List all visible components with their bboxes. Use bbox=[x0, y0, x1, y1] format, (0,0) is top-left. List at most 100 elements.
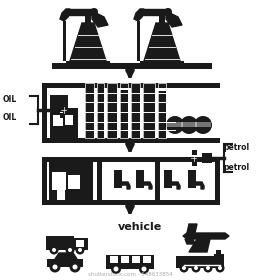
Bar bbox=[47, 259, 83, 267]
Bar bbox=[159, 13, 165, 25]
Circle shape bbox=[141, 267, 146, 272]
Polygon shape bbox=[196, 182, 204, 189]
Bar bbox=[86, 9, 90, 17]
Bar bbox=[42, 157, 47, 205]
Bar bbox=[110, 256, 118, 263]
Circle shape bbox=[204, 263, 212, 272]
Bar bbox=[42, 157, 220, 162]
Bar bbox=[46, 236, 74, 250]
Circle shape bbox=[49, 262, 61, 272]
Bar bbox=[60, 113, 65, 118]
Bar bbox=[52, 172, 66, 190]
Bar bbox=[137, 21, 140, 61]
Bar bbox=[52, 63, 212, 69]
Polygon shape bbox=[183, 233, 229, 239]
Bar bbox=[143, 83, 155, 138]
Bar bbox=[140, 61, 184, 65]
Circle shape bbox=[90, 8, 98, 16]
Bar bbox=[164, 170, 172, 188]
Bar bbox=[65, 115, 73, 125]
Bar bbox=[42, 83, 47, 143]
Bar bbox=[66, 61, 110, 65]
Circle shape bbox=[69, 262, 81, 272]
Polygon shape bbox=[122, 182, 130, 189]
Bar bbox=[131, 83, 140, 138]
Bar bbox=[214, 254, 224, 268]
Circle shape bbox=[166, 116, 184, 134]
Bar bbox=[42, 138, 220, 143]
Bar bbox=[121, 256, 129, 263]
Circle shape bbox=[179, 263, 188, 272]
Bar bbox=[85, 83, 94, 138]
Bar bbox=[63, 21, 66, 61]
Bar bbox=[181, 122, 197, 127]
Polygon shape bbox=[166, 11, 182, 27]
Circle shape bbox=[53, 265, 57, 269]
Bar bbox=[143, 84, 155, 138]
Bar bbox=[192, 150, 197, 155]
Polygon shape bbox=[55, 253, 77, 259]
Bar bbox=[215, 157, 220, 205]
Bar bbox=[106, 255, 154, 269]
Polygon shape bbox=[185, 239, 195, 244]
Text: petrol: petrol bbox=[224, 164, 250, 172]
Bar bbox=[53, 112, 63, 126]
Bar bbox=[49, 158, 93, 164]
Circle shape bbox=[194, 266, 198, 270]
Circle shape bbox=[218, 266, 222, 270]
Bar bbox=[85, 13, 91, 25]
Polygon shape bbox=[134, 9, 144, 21]
Circle shape bbox=[75, 246, 84, 255]
Circle shape bbox=[78, 248, 82, 252]
Bar bbox=[202, 153, 212, 163]
Bar bbox=[97, 83, 104, 138]
Bar bbox=[167, 122, 183, 127]
Bar bbox=[132, 256, 140, 263]
Bar bbox=[160, 9, 164, 17]
Bar bbox=[60, 102, 65, 107]
Bar bbox=[50, 95, 68, 108]
Bar bbox=[107, 83, 117, 138]
Circle shape bbox=[164, 8, 172, 16]
Bar bbox=[158, 91, 166, 138]
Bar bbox=[216, 250, 221, 255]
Polygon shape bbox=[144, 182, 152, 189]
Bar bbox=[120, 90, 128, 138]
Bar bbox=[50, 105, 60, 115]
Bar bbox=[158, 83, 166, 138]
Text: vehicle: vehicle bbox=[118, 222, 162, 232]
Bar bbox=[74, 238, 88, 250]
Circle shape bbox=[192, 263, 200, 272]
Bar bbox=[114, 170, 122, 188]
Circle shape bbox=[68, 248, 72, 252]
Bar bbox=[68, 175, 80, 189]
Bar bbox=[136, 170, 144, 188]
Circle shape bbox=[114, 267, 119, 272]
Bar bbox=[50, 108, 78, 138]
Bar bbox=[195, 122, 211, 127]
Polygon shape bbox=[66, 9, 96, 15]
Circle shape bbox=[52, 248, 56, 252]
Circle shape bbox=[111, 264, 121, 274]
Bar bbox=[57, 190, 65, 200]
Bar bbox=[97, 157, 102, 205]
Bar bbox=[107, 83, 117, 138]
Polygon shape bbox=[172, 182, 180, 189]
Bar bbox=[120, 83, 128, 138]
Circle shape bbox=[216, 263, 224, 272]
Polygon shape bbox=[92, 11, 108, 27]
Polygon shape bbox=[140, 9, 170, 15]
Circle shape bbox=[139, 264, 149, 274]
Bar bbox=[188, 170, 196, 188]
Bar bbox=[131, 87, 140, 138]
Circle shape bbox=[73, 265, 77, 269]
Polygon shape bbox=[189, 239, 210, 252]
Bar bbox=[76, 240, 84, 247]
Bar bbox=[42, 200, 220, 205]
Text: OIL: OIL bbox=[3, 95, 17, 104]
Circle shape bbox=[194, 116, 212, 134]
Bar bbox=[85, 88, 94, 138]
Bar bbox=[143, 256, 151, 263]
Circle shape bbox=[49, 246, 58, 255]
Text: petrol: petrol bbox=[224, 143, 250, 153]
